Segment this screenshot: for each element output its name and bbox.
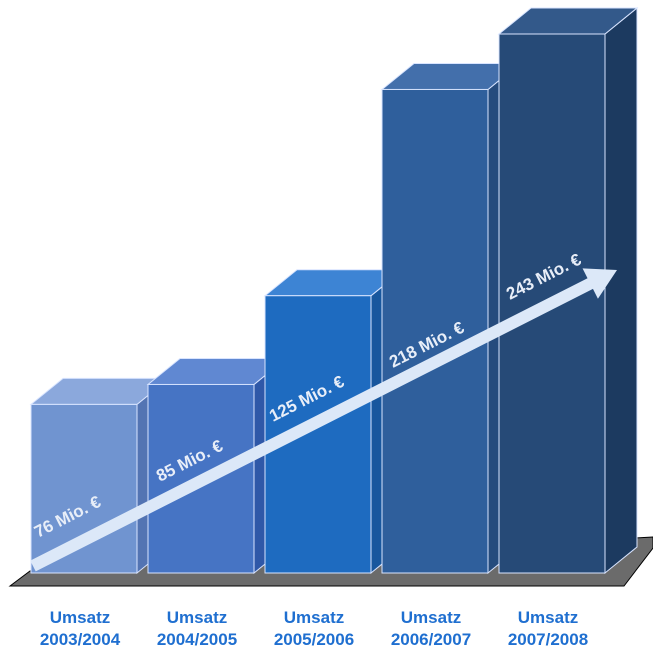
bar-front-4 (381, 88, 489, 574)
category-label-5: Umsatz 2007/2008 (508, 608, 588, 649)
trend-arrow (30, 268, 618, 572)
category-label-1: Umsatz 2003/2004 (40, 608, 121, 649)
category-label-3: Umsatz 2005/2006 (274, 608, 354, 649)
category-label-4: Umsatz 2006/2007 (391, 608, 471, 649)
bar-side-5 (604, 6, 638, 575)
bars-group (29, 6, 639, 575)
category-label-2: Umsatz 2004/2005 (157, 608, 237, 649)
bar-front-1 (30, 403, 138, 574)
category-labels-group: Umsatz 2003/2004 Umsatz 2004/2005 Umsatz 2005… (40, 608, 588, 649)
